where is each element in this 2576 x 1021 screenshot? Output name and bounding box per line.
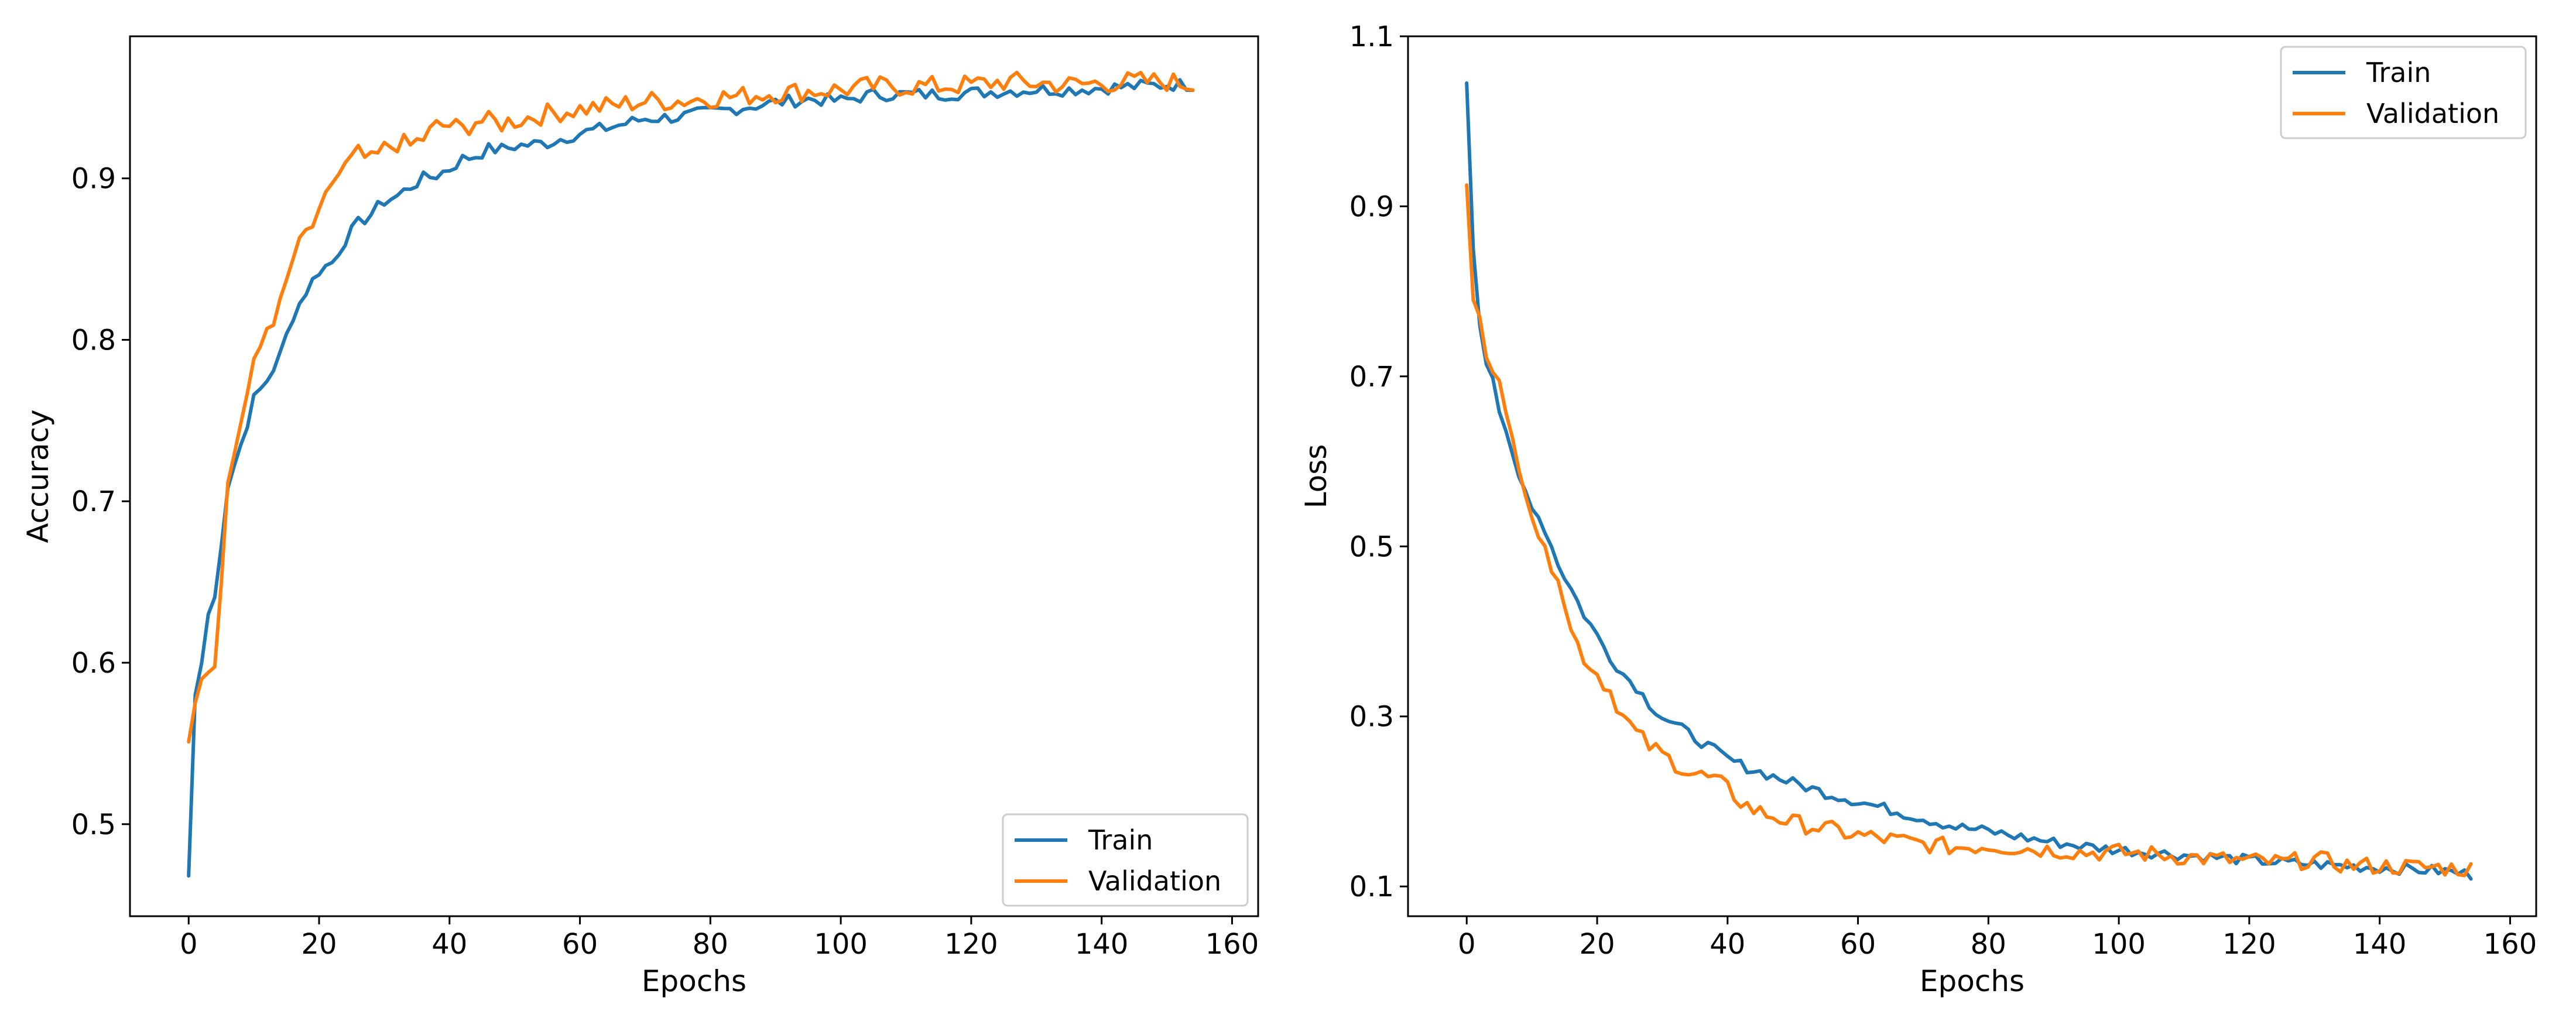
- y-tick-label: 0.7: [71, 485, 116, 518]
- x-tick-label: 60: [562, 928, 598, 961]
- x-tick-label: 140: [2353, 928, 2407, 961]
- accuracy-y-ticks: 0.5 0.6 0.7 0.8 0.9: [71, 163, 130, 841]
- loss-y-axis-label: Loss: [1299, 444, 1333, 509]
- loss-validation-line: [1465, 183, 2473, 878]
- y-tick-label: 0.9: [71, 163, 116, 196]
- x-tick-label: 120: [944, 928, 998, 961]
- loss-chart: 0 20 40 60 80 100 120 140 160 0.1 0.3 0.5 0.7 0.9 1.1…: [1299, 20, 2537, 998]
- x-tick-label: 20: [301, 928, 337, 961]
- loss-series-layer: [1465, 81, 2473, 881]
- accuracy-validation-line: [187, 70, 1195, 744]
- loss-x-ticks: 0 20 40 60 80 100 120 140 160: [1458, 916, 2537, 961]
- y-tick-label: 0.3: [1349, 701, 1394, 734]
- accuracy-chart: 0 20 40 60 80 100 120 140 160 0.5 0.6 0.7 0.8 0.9 Ep…: [21, 35, 1259, 998]
- accuracy-x-axis-label: Epochs: [642, 964, 746, 998]
- x-tick-label: 160: [1205, 928, 1259, 961]
- accuracy-train-line: [187, 78, 1195, 878]
- x-tick-label: 100: [814, 928, 868, 961]
- x-tick-label: 40: [431, 928, 467, 961]
- accuracy-y-axis-label: Accuracy: [21, 409, 55, 543]
- x-tick-label: 60: [1840, 928, 1876, 961]
- loss-x-axis-label: Epochs: [1920, 964, 2025, 998]
- loss-legend-validation-label: Validation: [2366, 98, 2499, 129]
- y-tick-label: 0.7: [1349, 361, 1394, 393]
- y-tick-label: 0.8: [71, 324, 116, 357]
- accuracy-plot-frame: [129, 35, 1259, 917]
- accuracy-legend-validation-label: Validation: [1088, 865, 1221, 897]
- x-tick-label: 80: [693, 928, 728, 961]
- accuracy-legend-train-label: Train: [1088, 824, 1153, 856]
- x-tick-label: 140: [1075, 928, 1129, 961]
- loss-y-ticks: 0.1 0.3 0.5 0.7 0.9 1.1: [1349, 20, 1408, 903]
- x-tick-label: 120: [2222, 928, 2276, 961]
- y-tick-label: 0.6: [71, 647, 116, 680]
- accuracy-x-ticks: 0 20 40 60 80 100 120 140 160: [180, 916, 1259, 961]
- accuracy-legend: Train Validation: [1002, 813, 1249, 907]
- x-tick-label: 80: [1971, 928, 2006, 961]
- y-tick-label: 0.5: [71, 808, 116, 841]
- x-tick-label: 0: [1458, 928, 1476, 961]
- loss-legend-train-label: Train: [2366, 57, 2431, 88]
- loss-train-line: [1465, 81, 2473, 881]
- x-tick-label: 100: [2092, 928, 2146, 961]
- x-tick-label: 0: [180, 928, 198, 961]
- x-tick-label: 40: [1710, 928, 1745, 961]
- x-tick-label: 160: [2483, 928, 2537, 961]
- x-tick-label: 20: [1579, 928, 1615, 961]
- y-tick-label: 0.1: [1349, 871, 1394, 903]
- y-tick-label: 1.1: [1349, 20, 1394, 53]
- loss-legend: Train Validation: [2280, 46, 2527, 139]
- accuracy-series-layer: [187, 70, 1195, 878]
- y-tick-label: 0.9: [1349, 190, 1394, 223]
- loss-plot-frame: [1407, 35, 2537, 917]
- y-tick-label: 0.5: [1349, 530, 1394, 563]
